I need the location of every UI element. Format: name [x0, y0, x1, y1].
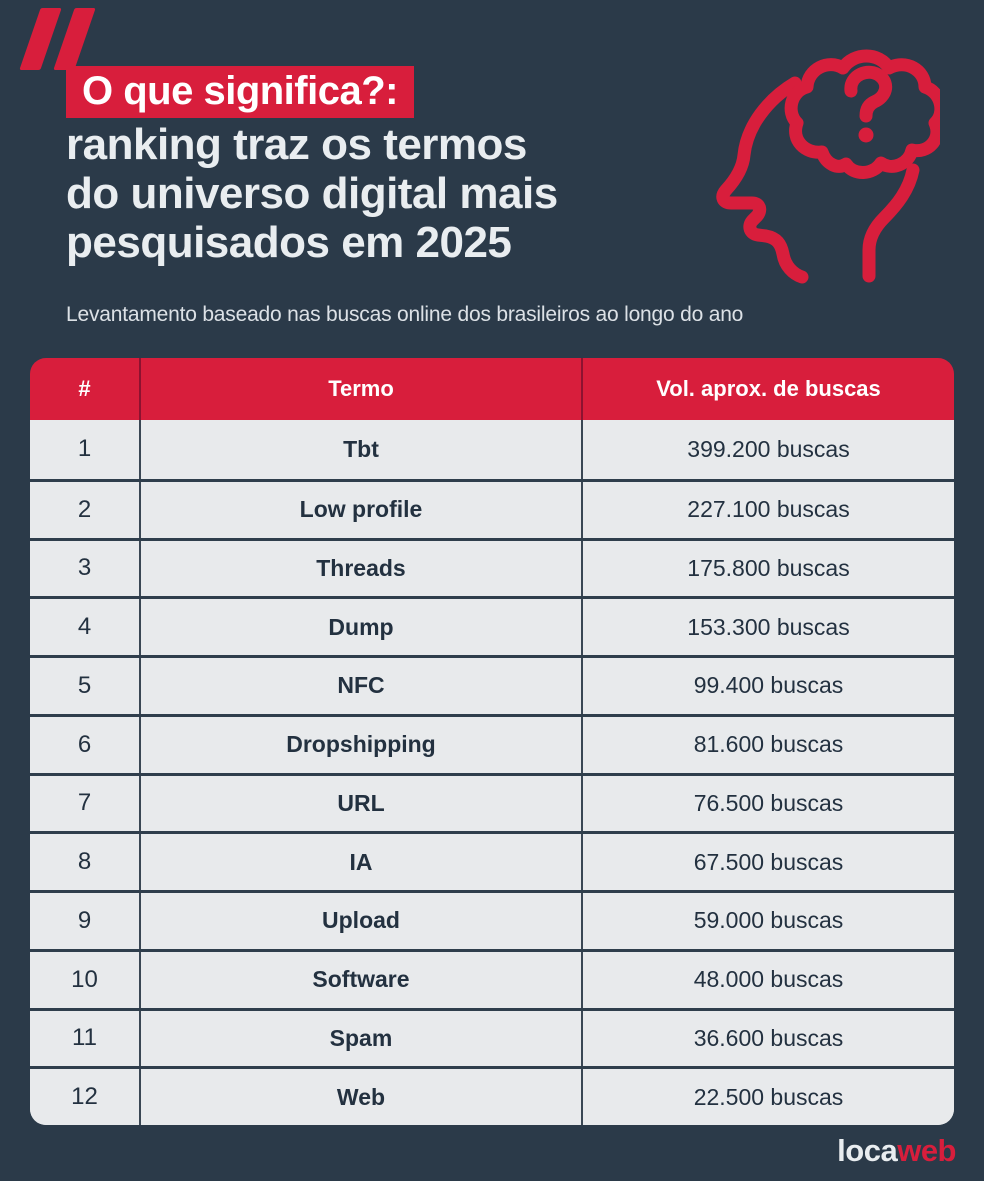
column-header-term: Termo: [141, 358, 583, 420]
question-mark-dot: [858, 127, 874, 143]
volume-cell: 48.000 buscas: [693, 966, 844, 993]
table-row: 2 Low profile 227.100 buscas: [30, 478, 954, 538]
rank-cell: 6: [30, 716, 141, 773]
title-line-3: pesquisados em 2025: [66, 218, 512, 267]
table-row: 10 Software 48.000 buscas: [30, 948, 954, 1008]
volume-cell: 175.800 buscas: [687, 554, 850, 581]
rank-cell: 1: [30, 420, 141, 479]
table-row: 3 Threads 175.800 buscas: [30, 537, 954, 597]
volume-cell: 36.600 buscas: [693, 1024, 844, 1051]
volume-cell: 99.400 buscas: [693, 672, 844, 699]
term-cell: Low profile: [141, 481, 583, 538]
quote-slashes-icon: [19, 8, 96, 70]
term-cell: Dropshipping: [141, 716, 583, 773]
table-row: 11 Spam 36.600 buscas: [30, 1007, 954, 1067]
rank-cell: 2: [30, 481, 141, 538]
table-row: 1 Tbt 399.200 buscas: [30, 420, 954, 479]
term-cell: Upload: [141, 893, 583, 949]
column-header-rank: #: [30, 358, 141, 420]
table-row: 5 NFC 99.400 buscas: [30, 655, 954, 714]
rank-cell: 3: [30, 540, 141, 597]
term-cell: IA: [141, 834, 583, 890]
neck-outline: [862, 163, 920, 283]
locaweb-logo: locaweb: [837, 1133, 956, 1169]
ranking-table: # Termo Vol. aprox. de buscas 1 Tbt 399.…: [30, 358, 954, 1125]
rank-cell: 9: [30, 893, 141, 949]
title-line-1: ranking traz os termos: [66, 120, 527, 169]
term-cell: Tbt: [141, 420, 583, 479]
table-body: 1 Tbt 399.200 buscas 2 Low profile 227.1…: [30, 420, 954, 1125]
rank-cell: 7: [30, 775, 141, 832]
title-line-2: do universo digital mais: [66, 169, 558, 218]
title-highlight: O que significa?:: [66, 66, 414, 118]
term-cell: URL: [141, 775, 583, 832]
quote-bar: [53, 8, 96, 70]
volume-cell: 59.000 buscas: [693, 907, 844, 934]
rank-cell: 10: [30, 951, 141, 1008]
table-row: 6 Dropshipping 81.600 buscas: [30, 713, 954, 773]
term-cell: Threads: [141, 540, 583, 597]
subtitle: Levantamento baseado nas buscas online d…: [66, 303, 744, 326]
rank-cell: 5: [30, 658, 141, 714]
volume-cell: 22.500 buscas: [693, 1083, 844, 1110]
term-cell: NFC: [141, 658, 583, 714]
title-block: O que significa?: ranking traz os termos…: [66, 66, 716, 267]
head-question-icon: [716, 28, 948, 290]
face-outline: [716, 76, 809, 284]
rank-cell: 4: [30, 599, 141, 655]
table-row: 9 Upload 59.000 buscas: [30, 890, 954, 949]
rank-cell: 11: [30, 1010, 141, 1067]
question-mark-curve: [844, 65, 893, 123]
page-title: ranking traz os termos do universo digit…: [66, 120, 716, 267]
table-row: 4 Dump 153.300 buscas: [30, 596, 954, 655]
logo-red-part: web: [897, 1133, 956, 1168]
table-row: 7 URL 76.500 buscas: [30, 772, 954, 832]
volume-cell: 81.600 buscas: [693, 731, 844, 758]
rank-cell: 12: [30, 1069, 141, 1125]
term-cell: Web: [141, 1069, 583, 1125]
thought-cloud: [784, 49, 948, 179]
volume-cell: 399.200 buscas: [687, 435, 850, 462]
volume-cell: 227.100 buscas: [687, 496, 850, 523]
term-cell: Spam: [141, 1010, 583, 1067]
volume-cell: 153.300 buscas: [687, 613, 850, 640]
logo-white-part: loca: [837, 1133, 898, 1168]
table-header-row: # Termo Vol. aprox. de buscas: [30, 358, 954, 420]
column-header-volume: Vol. aprox. de buscas: [656, 376, 881, 401]
term-cell: Software: [141, 951, 583, 1008]
volume-cell: 76.500 buscas: [693, 789, 844, 816]
table-row: 12 Web 22.500 buscas: [30, 1066, 954, 1125]
rank-cell: 8: [30, 834, 141, 890]
volume-cell: 67.500 buscas: [693, 848, 844, 875]
table-row: 8 IA 67.500 buscas: [30, 831, 954, 890]
term-cell: Dump: [141, 599, 583, 655]
